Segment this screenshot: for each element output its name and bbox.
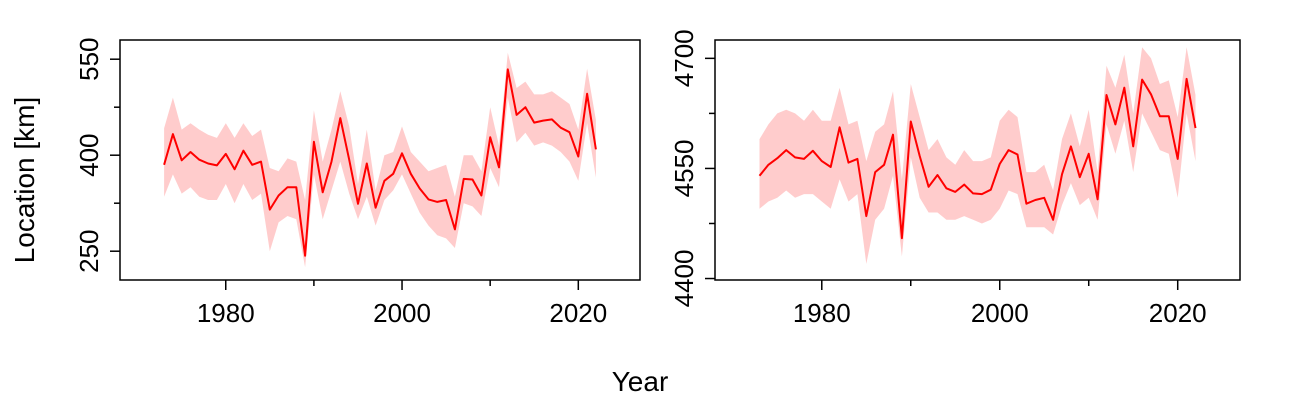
x-tick-label: 2000	[971, 298, 1029, 328]
y-tick-label: 400	[74, 134, 104, 177]
x-tick-label: 2020	[549, 298, 607, 328]
plot-frame	[714, 39, 1241, 281]
panel-right: 1980 2000 2020 4400 4550 4700	[669, 29, 1241, 328]
confidence-band	[164, 52, 596, 268]
y-tick-label: 4700	[669, 29, 699, 87]
y-tick-label: 250	[74, 230, 104, 273]
y-tick-label: 550	[74, 38, 104, 81]
x-axis-title: Year	[612, 366, 669, 397]
y-axis-title: Location [km]	[9, 97, 40, 264]
confidence-band	[759, 47, 1196, 264]
y-tick-label: 4550	[669, 139, 699, 197]
x-tick-label: 2000	[373, 298, 431, 328]
plot-frame	[119, 39, 641, 281]
y-tick-label: 4400	[669, 250, 699, 308]
x-tick-label: 1980	[793, 298, 851, 328]
series-line	[758, 77, 1197, 240]
x-tick-label: 2020	[1149, 298, 1207, 328]
x-tick-label: 1980	[197, 298, 255, 328]
series-line	[163, 68, 597, 257]
panel-left: 1980 2000 2020 250 400 550	[74, 38, 641, 328]
